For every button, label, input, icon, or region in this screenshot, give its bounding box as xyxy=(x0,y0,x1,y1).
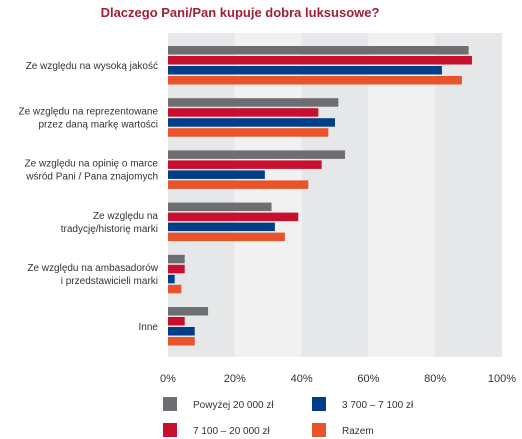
bar xyxy=(168,327,195,336)
bar xyxy=(168,264,185,274)
bar xyxy=(168,222,275,232)
bar xyxy=(168,337,195,346)
category-label: Ze względu na ambasadorów xyxy=(27,263,158,274)
category-label: Ze względu na opinię o marce xyxy=(25,159,159,170)
category-label: wśród Pani / Pana znajomych xyxy=(25,172,158,183)
category-labels: Ze względu na wysoką jakość Ze względu na… xyxy=(18,61,158,333)
bar xyxy=(168,98,339,107)
bar xyxy=(168,202,272,212)
x-tick-label: 60% xyxy=(357,373,379,385)
x-tick-label: 80% xyxy=(424,373,446,385)
legend-swatch xyxy=(163,423,177,437)
category-label: Ze względu na wysoką jakość xyxy=(26,61,158,72)
category-label: Ze względu na xyxy=(93,211,158,222)
bar xyxy=(168,128,329,137)
bar xyxy=(168,76,462,85)
category-label: Inne xyxy=(139,322,159,333)
bar xyxy=(168,254,185,264)
x-tick-label: 0% xyxy=(160,373,176,385)
grid-band xyxy=(368,33,436,357)
chart-title: Dlaczego Pani/Pan kupuje dobra luksusowe… xyxy=(101,5,380,20)
legend-label: 7 100 – 20 000 zł xyxy=(193,426,271,437)
x-tick-label: 100% xyxy=(488,373,516,385)
category-label: przez daną markę wartości xyxy=(39,119,159,130)
legend-swatch xyxy=(163,397,177,411)
bar xyxy=(168,284,182,294)
category-label: tradycję/historię marki xyxy=(61,224,158,235)
x-tick-label: 40% xyxy=(291,373,313,385)
grid-band xyxy=(168,33,235,357)
bar xyxy=(168,317,185,326)
category-label: i przedstawicieli marki xyxy=(61,276,158,287)
bar xyxy=(168,307,209,316)
plot-background xyxy=(168,33,502,357)
grid-band xyxy=(234,33,302,357)
legend-label: 3 700 – 7 100 zł xyxy=(342,400,414,411)
bar xyxy=(168,66,442,75)
bar xyxy=(168,118,335,127)
legend-label: Razem xyxy=(342,426,374,437)
bar xyxy=(168,108,319,117)
category-label: Ze względu na reprezentowane xyxy=(18,106,158,117)
bar xyxy=(168,56,472,65)
bars xyxy=(168,46,472,346)
legend: Powyżej 20 000 zł 3 700 – 7 100 zł 7 100 –… xyxy=(163,397,414,437)
grid-band xyxy=(435,33,502,357)
x-tick-label: 20% xyxy=(224,373,246,385)
legend-swatch xyxy=(312,423,326,437)
x-axis-ticks: 0% 20% 40% 60% 80% 100% xyxy=(160,373,516,385)
bar xyxy=(168,232,285,242)
bar xyxy=(168,170,265,179)
legend-swatch xyxy=(312,397,326,411)
bar xyxy=(168,212,299,222)
bar xyxy=(168,150,346,159)
bar xyxy=(168,274,175,284)
grid-band xyxy=(301,33,369,357)
bar xyxy=(168,160,322,169)
bar xyxy=(168,180,309,189)
legend-label: Powyżej 20 000 zł xyxy=(193,400,274,411)
bar xyxy=(168,46,469,55)
